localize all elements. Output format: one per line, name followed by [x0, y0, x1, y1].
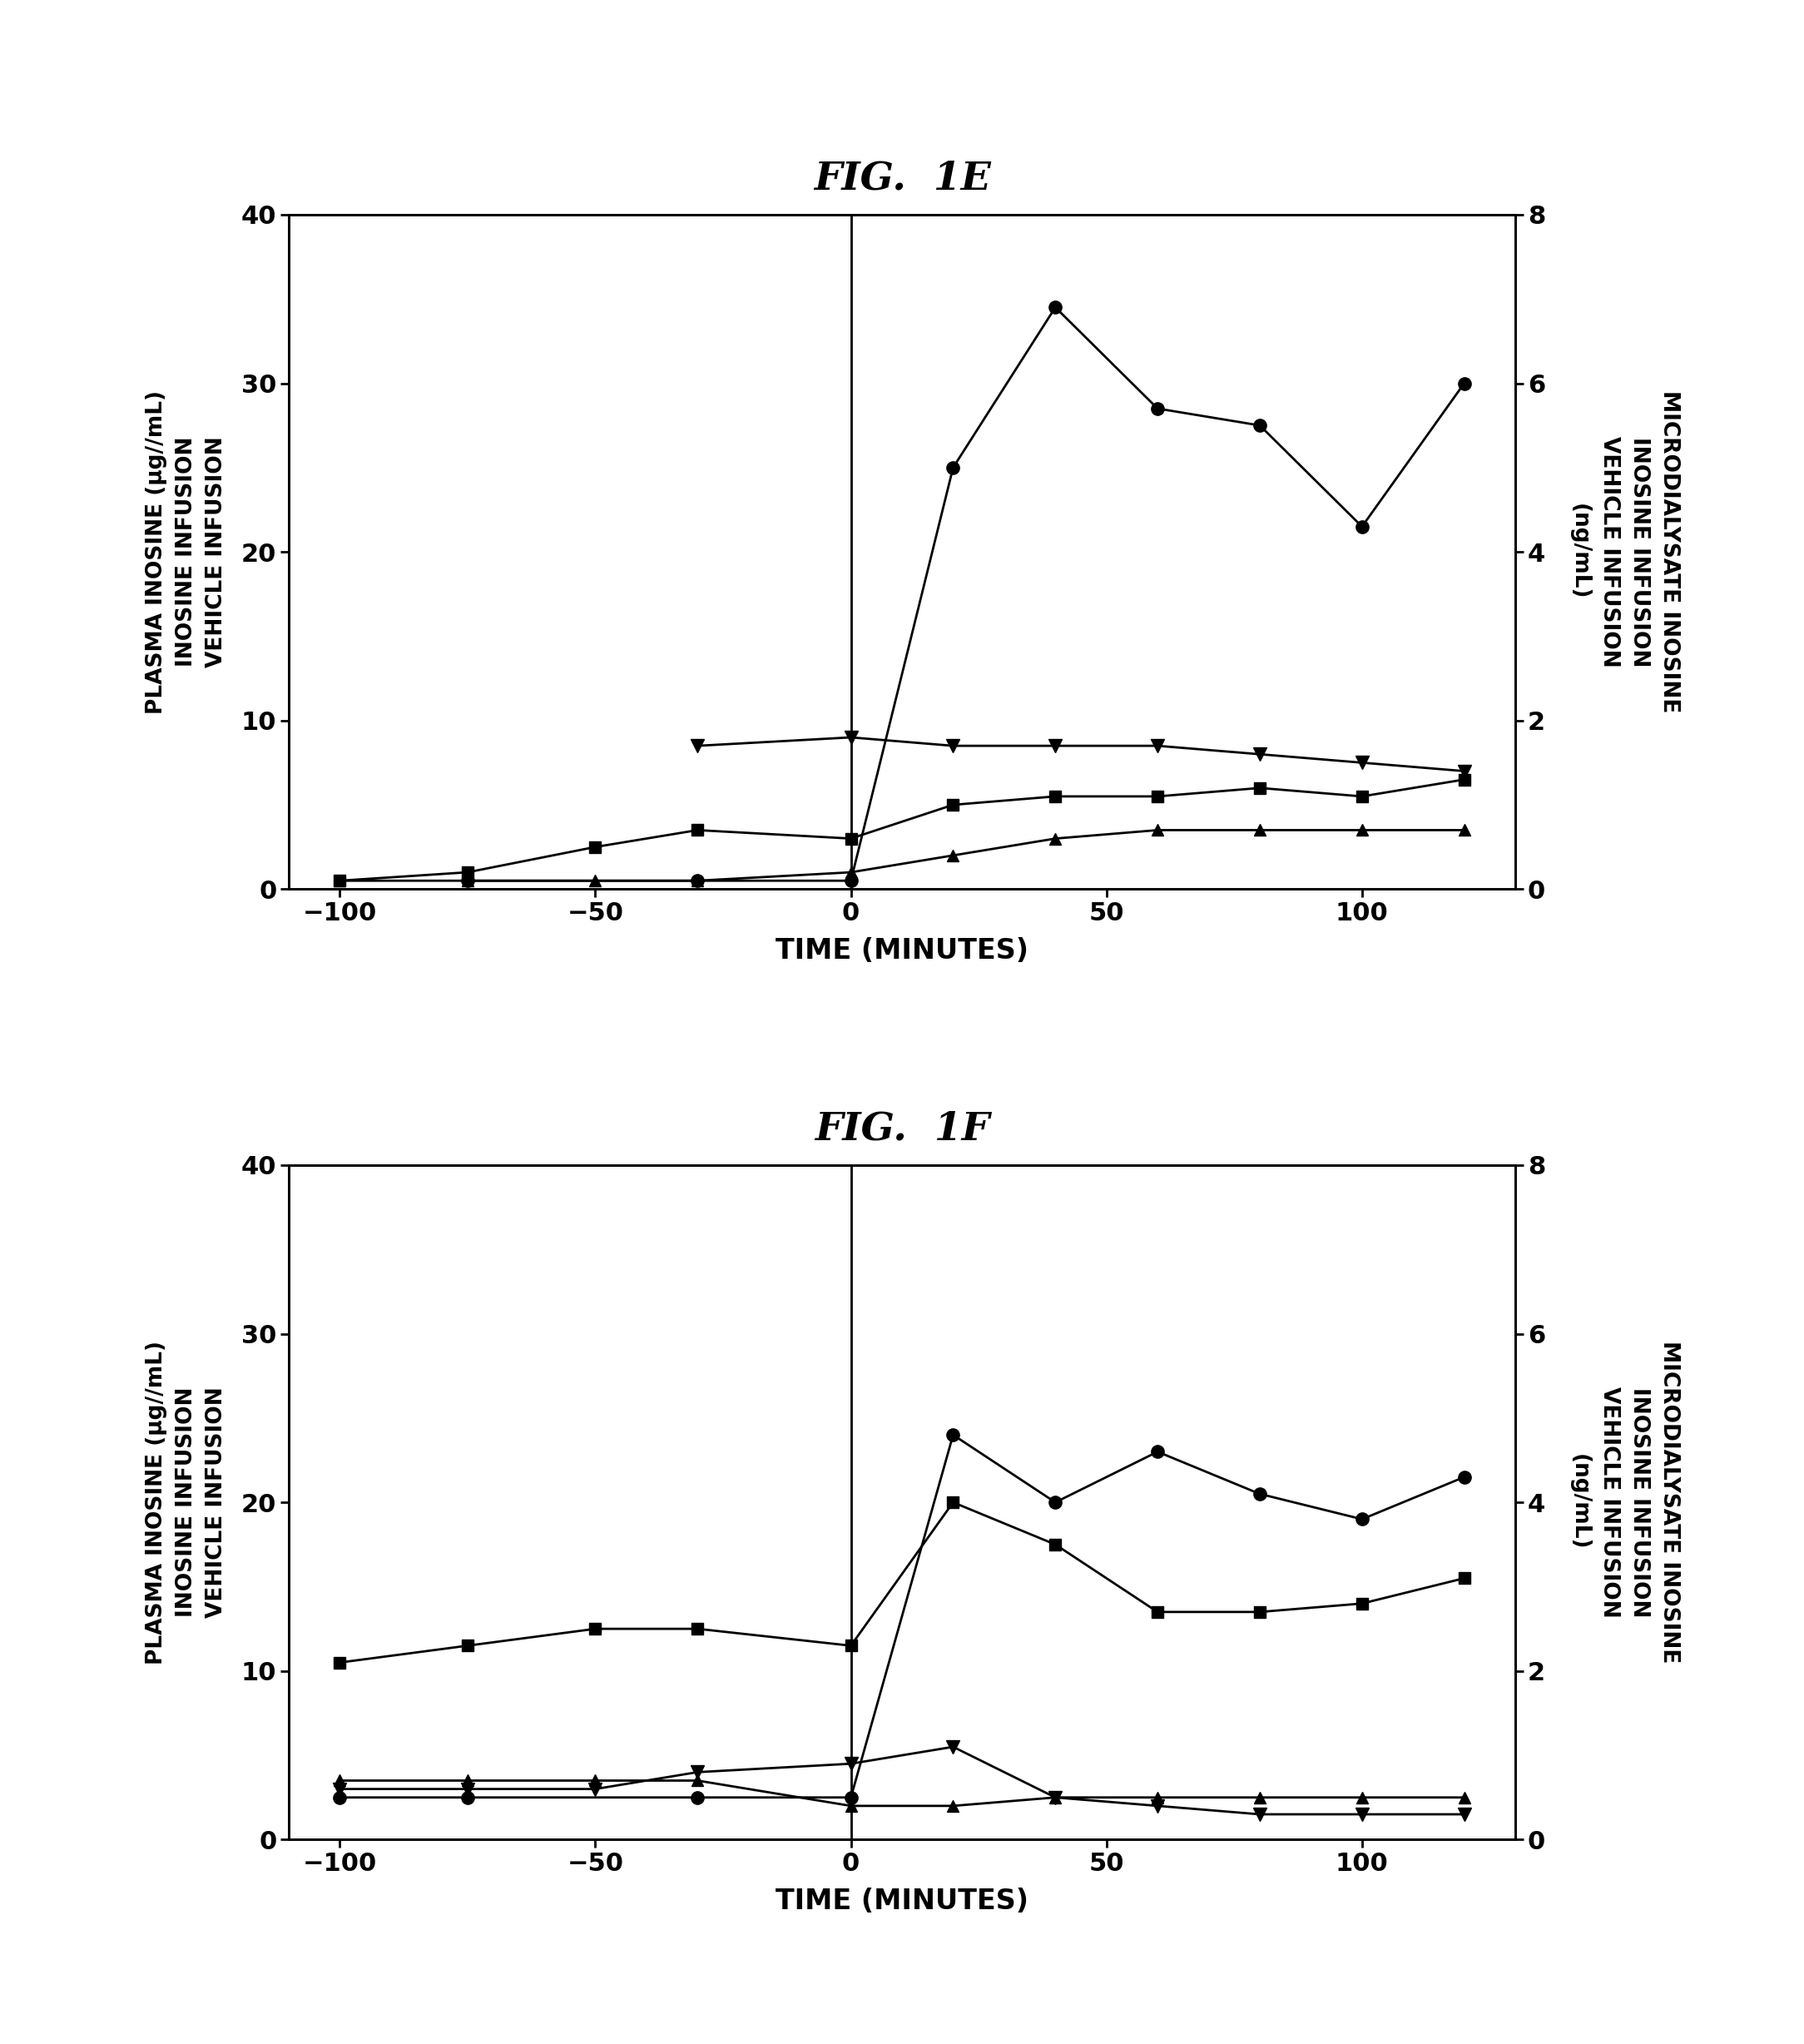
Y-axis label: MICRODIALYSATE INOSINE
INOSINE INFUSION
VEHICLE INFUSION
(ng/mL): MICRODIALYSATE INOSINE INOSINE INFUSION …: [1568, 1341, 1680, 1664]
Title: FIG.  1E: FIG. 1E: [814, 159, 990, 198]
Y-axis label: PLASMA INOSINE (µg//mL)
INOSINE INFUSION
VEHICLE INFUSION: PLASMA INOSINE (µg//mL) INOSINE INFUSION…: [146, 390, 227, 713]
Y-axis label: MICRODIALYSATE INOSINE
INOSINE INFUSION
VEHICLE INFUSION
(ng/mL): MICRODIALYSATE INOSINE INOSINE INFUSION …: [1568, 390, 1680, 713]
X-axis label: TIME (MINUTES): TIME (MINUTES): [776, 936, 1028, 965]
X-axis label: TIME (MINUTES): TIME (MINUTES): [776, 1887, 1028, 1915]
Y-axis label: PLASMA INOSINE (µg//mL)
INOSINE INFUSION
VEHICLE INFUSION: PLASMA INOSINE (µg//mL) INOSINE INFUSION…: [146, 1341, 227, 1664]
Title: FIG.  1F: FIG. 1F: [815, 1110, 989, 1149]
